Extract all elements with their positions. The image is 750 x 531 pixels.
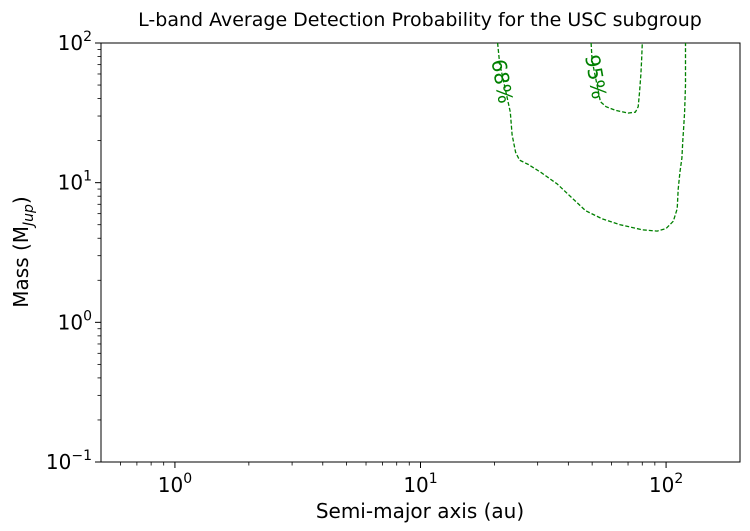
x-tick-label-base: 10 bbox=[158, 473, 183, 497]
y-axis-label-main: Mass (M bbox=[9, 226, 33, 308]
y-tick-label-exponent: 1 bbox=[83, 169, 92, 185]
contour-line-95 bbox=[590, 42, 643, 114]
x-tick-label-base: 10 bbox=[649, 473, 674, 497]
x-tick-label: 100 bbox=[158, 471, 192, 497]
x-tick-label-base: 10 bbox=[403, 473, 428, 497]
y-tick-label: 100 bbox=[58, 308, 92, 334]
y-axis-label: Mass (MJup) bbox=[9, 196, 37, 307]
x-axis-label: Semi-major axis (au) bbox=[316, 499, 524, 523]
y-tick-label-exponent: 2 bbox=[83, 29, 92, 45]
y-tick-label: 102 bbox=[58, 29, 92, 55]
chart-title: L-band Average Detection Probability for… bbox=[138, 9, 702, 31]
y-tick-label-base: 10 bbox=[58, 171, 83, 195]
plot-area bbox=[100, 42, 741, 463]
x-tick-label-exponent: 1 bbox=[429, 471, 438, 487]
x-tick-label: 101 bbox=[403, 471, 437, 497]
y-tick-label: 10−1 bbox=[46, 448, 92, 474]
y-tick-label: 101 bbox=[58, 169, 92, 195]
x-tick-label: 102 bbox=[649, 471, 683, 497]
y-tick-label-base: 10 bbox=[58, 31, 83, 55]
y-tick-label-exponent: 0 bbox=[83, 308, 92, 324]
x-tick-label-exponent: 0 bbox=[183, 471, 192, 487]
y-tick-label-exponent: −1 bbox=[71, 448, 92, 464]
y-tick-label-base: 10 bbox=[58, 310, 83, 334]
y-axis-label-subscript: Jup bbox=[21, 204, 37, 229]
y-axis-label-close: ) bbox=[9, 196, 33, 204]
x-tick-label-exponent: 2 bbox=[674, 471, 683, 487]
y-tick-label-base: 10 bbox=[46, 450, 71, 474]
